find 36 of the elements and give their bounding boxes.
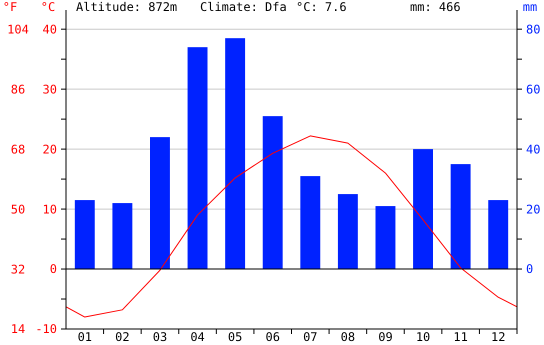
- y-tick-label: 40: [42, 22, 57, 36]
- y-tick-label: -10: [35, 322, 57, 336]
- y2-tick-label: 0: [526, 262, 534, 276]
- x-tick-label: 08: [340, 330, 356, 344]
- annotation: Altitude: 872m: [76, 0, 178, 14]
- x-tick-label: 05: [228, 330, 242, 344]
- y3-tick-label: 104: [7, 22, 29, 37]
- x-tick-label: 12: [490, 330, 506, 344]
- y3-tick-label: 14: [10, 322, 26, 336]
- y-tick-label: 10: [42, 202, 57, 216]
- y2-tick-label: 20: [526, 202, 540, 216]
- y-tick-label: 0: [50, 262, 57, 276]
- y3-tick-label: 86: [10, 82, 26, 96]
- annotation: mm: 466: [410, 0, 461, 14]
- x-tick-label: 02: [115, 330, 130, 344]
- x-tick-label: 03: [152, 330, 168, 344]
- y3-axis-title: °F: [2, 0, 18, 14]
- x-tick-label: 07: [303, 330, 318, 344]
- y-tick-label: 20: [42, 142, 57, 156]
- y3-tick-label: 68: [10, 142, 26, 156]
- x-tick-label: 10: [416, 330, 430, 344]
- y3-tick-label: 50: [10, 202, 26, 216]
- annotation: °C: 7.6: [296, 0, 347, 14]
- x-tick-label: 04: [190, 330, 205, 344]
- y2-tick-label: 80: [526, 22, 540, 36]
- y2-tick-label: 60: [526, 82, 540, 96]
- y2-axis-title: mm: [522, 0, 538, 14]
- y2-tick-label: 40: [526, 142, 540, 156]
- y3-tick-label: 32: [10, 262, 26, 276]
- x-tick-label: 09: [378, 330, 393, 344]
- x-tick-label: 01: [78, 330, 92, 344]
- y-tick-label: 30: [42, 82, 57, 96]
- y-axis-title: °C: [40, 0, 56, 14]
- x-tick-label: 06: [265, 330, 280, 344]
- annotation: Climate: Dfa: [200, 0, 287, 14]
- x-tick-label: 11: [453, 330, 468, 344]
